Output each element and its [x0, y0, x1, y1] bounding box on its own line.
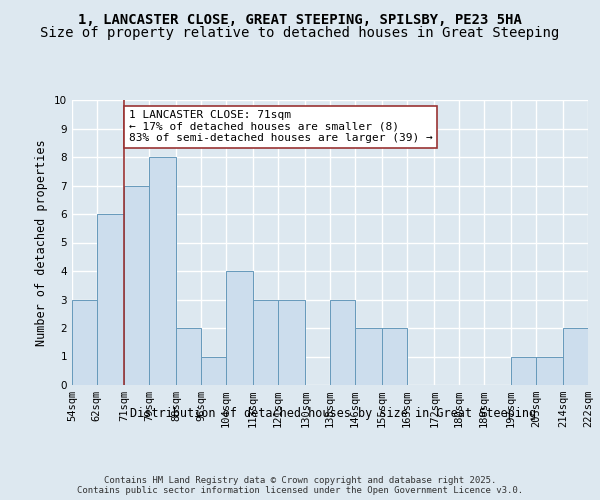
Text: Contains HM Land Registry data © Crown copyright and database right 2025.
Contai: Contains HM Land Registry data © Crown c… [77, 476, 523, 495]
Bar [176, 328, 201, 385]
Text: Distribution of detached houses by size in Great Steeping: Distribution of detached houses by size … [130, 408, 536, 420]
Bar [149, 157, 176, 385]
Bar [253, 300, 278, 385]
Bar [201, 356, 226, 385]
Bar [382, 328, 407, 385]
Bar [563, 328, 588, 385]
Bar [278, 300, 305, 385]
Bar [97, 214, 124, 385]
Bar [226, 271, 253, 385]
Text: 1 LANCASTER CLOSE: 71sqm
← 17% of detached houses are smaller (8)
83% of semi-de: 1 LANCASTER CLOSE: 71sqm ← 17% of detach… [129, 110, 433, 143]
Bar [355, 328, 382, 385]
Bar [72, 300, 97, 385]
Bar [511, 356, 536, 385]
Bar [536, 356, 563, 385]
Text: 1, LANCASTER CLOSE, GREAT STEEPING, SPILSBY, PE23 5HA: 1, LANCASTER CLOSE, GREAT STEEPING, SPIL… [78, 12, 522, 26]
Bar [124, 186, 149, 385]
Text: Size of property relative to detached houses in Great Steeping: Size of property relative to detached ho… [40, 26, 560, 40]
Bar [330, 300, 355, 385]
Y-axis label: Number of detached properties: Number of detached properties [35, 139, 49, 346]
